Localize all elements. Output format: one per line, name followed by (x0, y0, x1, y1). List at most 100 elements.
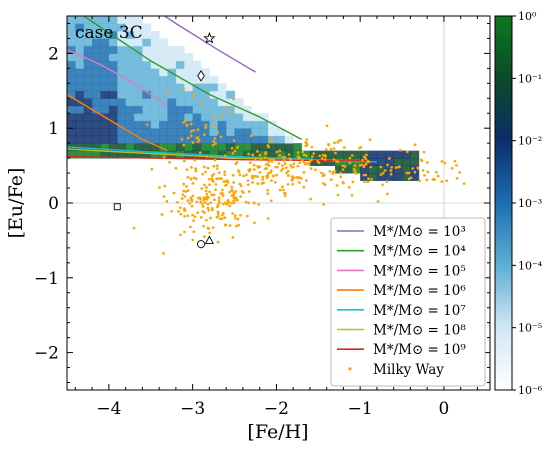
milky-way-point (256, 150, 259, 153)
density-cell (192, 120, 202, 129)
density-cell (242, 120, 252, 129)
milky-way-point (228, 224, 232, 227)
milky-way-point (305, 143, 309, 147)
density-cell (234, 135, 244, 144)
density-cell (410, 150, 420, 159)
milky-way-point (199, 200, 203, 204)
density-cell (343, 165, 353, 174)
density-cell (108, 150, 118, 159)
density-cell (175, 120, 185, 129)
milky-way-point (176, 200, 179, 204)
density-cell (410, 158, 420, 166)
density-cell (184, 98, 194, 107)
density-cell (117, 128, 127, 137)
milky-way-point (292, 162, 296, 166)
density-cell (393, 158, 403, 166)
density-cell (167, 60, 177, 69)
milky-way-point (213, 198, 216, 202)
milky-way-point (212, 172, 216, 176)
milky-way-point (192, 230, 196, 234)
density-cell (242, 150, 252, 159)
milky-way-point (174, 166, 178, 170)
milky-way-point (336, 141, 340, 144)
density-cell (192, 135, 202, 144)
star-markers (113, 31, 216, 249)
density-cell (226, 135, 235, 144)
density-cell (175, 143, 185, 152)
milky-way-point (322, 173, 326, 176)
density-cell (67, 75, 76, 84)
milky-way-point (237, 169, 240, 173)
milky-way-point (212, 193, 216, 197)
density-cell (150, 83, 160, 92)
density-cell (360, 165, 369, 174)
milky-way-point (269, 140, 273, 144)
density-cell (150, 135, 160, 144)
milky-way-point (215, 215, 219, 219)
milky-way-point (261, 175, 265, 179)
density-cell (125, 53, 135, 62)
density-cell (402, 165, 411, 174)
milky-way-point (318, 154, 322, 158)
milky-way-point (201, 205, 205, 208)
milky-way-point (333, 169, 337, 173)
density-cell (217, 113, 227, 122)
milky-way-point (160, 213, 164, 216)
density-cell (201, 135, 210, 144)
milky-way-point (232, 139, 236, 142)
milky-way-point (290, 177, 294, 181)
milky-way-point (421, 169, 425, 172)
x-tick-label: −1 (348, 399, 373, 419)
milky-way-point (217, 196, 221, 200)
milky-way-point (210, 193, 214, 197)
milky-way-point (190, 204, 194, 208)
milky-way-point (302, 185, 306, 189)
milky-way-point (218, 217, 222, 221)
density-cell (192, 128, 202, 137)
milky-way-point (323, 158, 327, 161)
density-cell (117, 23, 127, 32)
milky-way-point (178, 206, 182, 210)
milky-way-point (212, 125, 216, 128)
density-cell (175, 90, 185, 99)
milky-way-point (425, 178, 429, 182)
series-line-0 (163, 16, 256, 73)
density-cell (142, 143, 152, 152)
milky-way-point (339, 175, 343, 179)
density-cell (385, 173, 395, 181)
milky-way-point (203, 183, 206, 187)
colorbar-tick-label: 10⁻⁵ (518, 322, 542, 335)
milky-way-point (320, 157, 324, 160)
milky-way-point (282, 159, 286, 162)
milky-way-point (236, 146, 239, 149)
milky-way-point (387, 157, 391, 160)
milky-way-point (181, 193, 185, 196)
milky-way-point (179, 212, 183, 216)
density-cell (159, 38, 168, 47)
milky-way-point (290, 175, 294, 178)
density-cell (217, 105, 227, 114)
milky-way-point (242, 174, 245, 178)
milky-way-point (230, 189, 234, 193)
milky-way-point (370, 178, 373, 181)
marker-star (203, 31, 216, 44)
milky-way-point (184, 190, 188, 193)
milky-way-point (335, 184, 339, 187)
legend-label: M*/M⊙ = 10⁷ (373, 303, 466, 319)
milky-way-point (210, 177, 214, 181)
milky-way-point (247, 201, 250, 205)
milky-way-point (186, 189, 190, 192)
milky-way-point (381, 171, 385, 175)
milky-way-point (145, 123, 149, 127)
density-cell (175, 113, 185, 122)
milky-way-point (462, 182, 466, 185)
density-cell (92, 113, 101, 122)
density-cell (125, 83, 135, 92)
milky-way-point (362, 155, 366, 159)
milky-way-point (223, 170, 227, 174)
milky-way-point (270, 137, 273, 141)
density-cell (209, 135, 219, 144)
milky-way-point (327, 143, 331, 147)
y-tick-label: −1 (34, 269, 59, 289)
density-cell (117, 135, 127, 144)
